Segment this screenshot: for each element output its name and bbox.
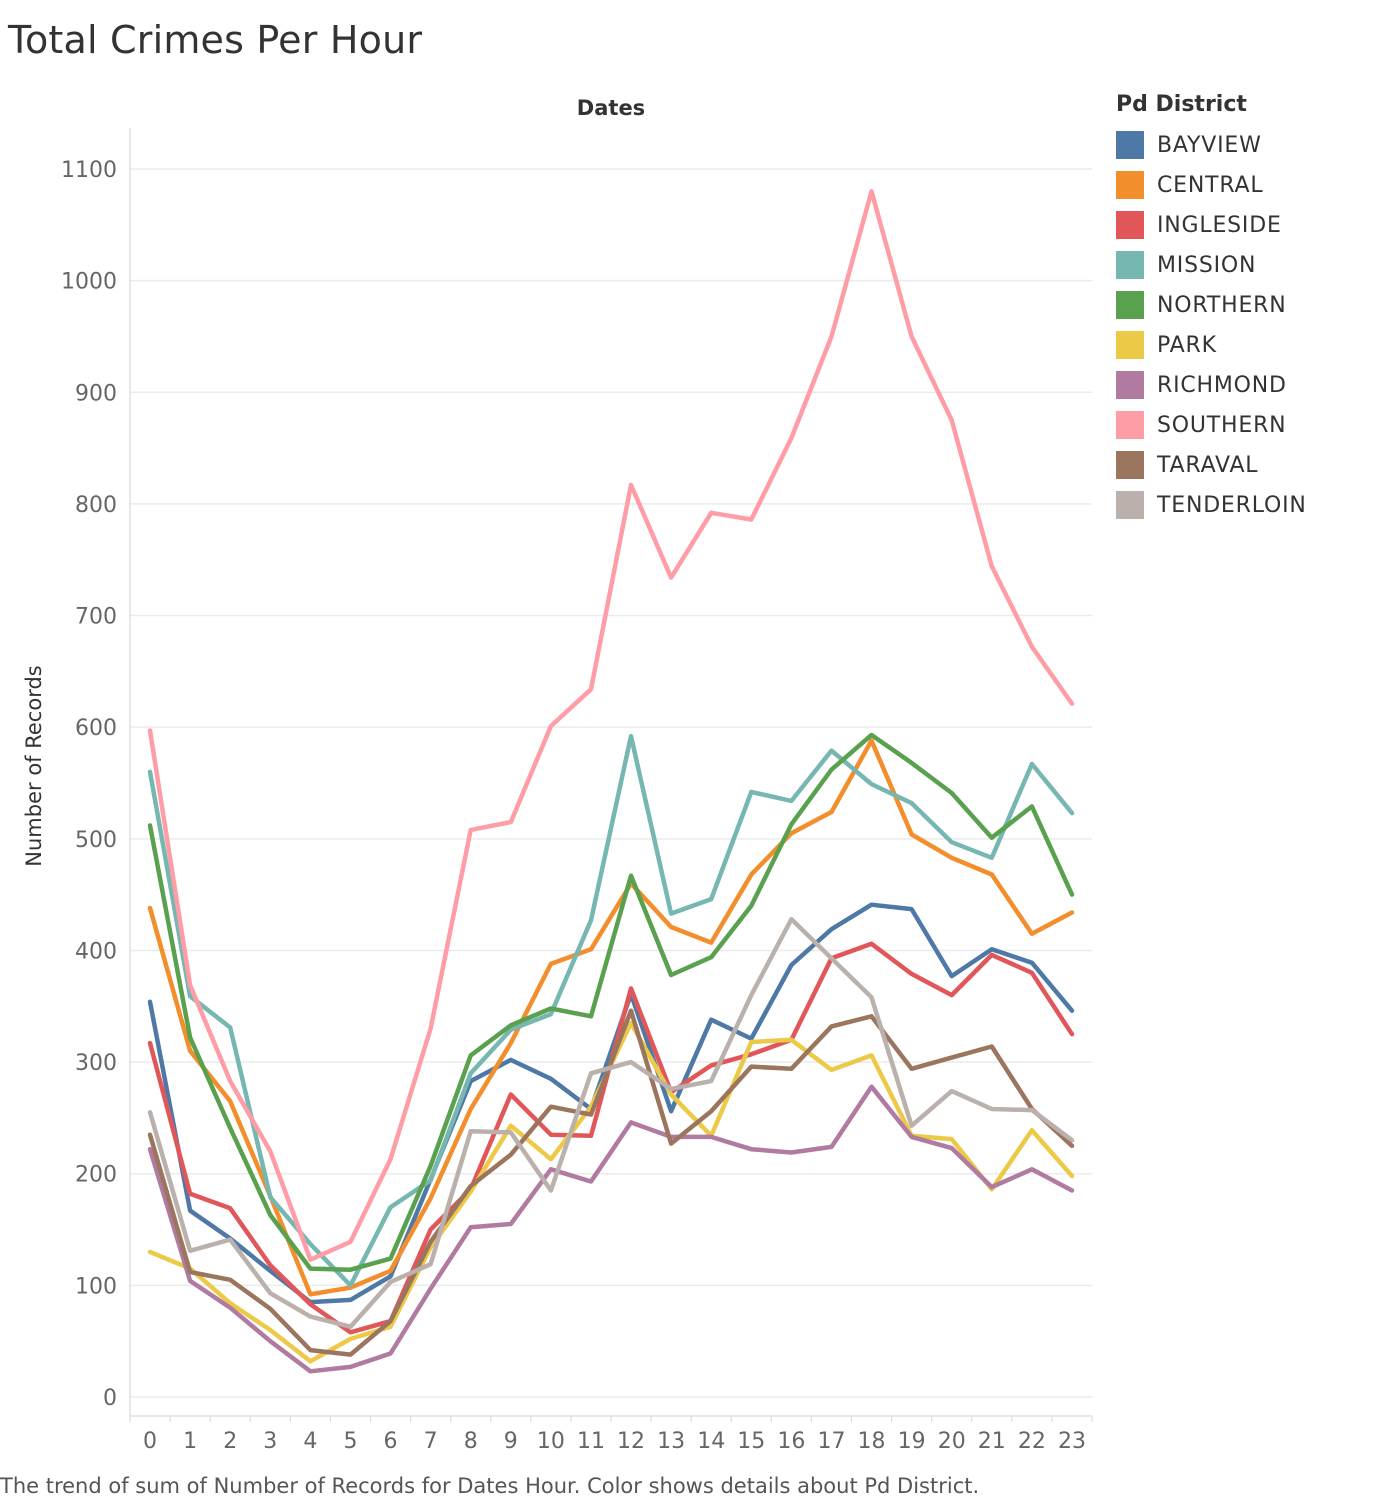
x-tick-label: 23 <box>1058 1429 1086 1454</box>
legend-item-tenderloin[interactable]: TENDERLOIN <box>1116 485 1386 525</box>
legend-label: PARK <box>1157 332 1217 358</box>
y-tick-label: 500 <box>75 828 117 853</box>
x-tick-label: 16 <box>777 1429 805 1454</box>
x-tick-label: 2 <box>223 1429 237 1454</box>
legend-label: NORTHERN <box>1157 292 1287 318</box>
y-axis-label: Number of Records <box>22 665 46 866</box>
x-tick-label: 5 <box>343 1429 357 1454</box>
legend-swatch <box>1116 211 1144 239</box>
legend-label: RICHMOND <box>1157 372 1287 398</box>
x-tick-label: 3 <box>263 1429 277 1454</box>
series-line-central <box>147 738 1075 1297</box>
legend-swatch <box>1116 411 1144 439</box>
x-tick-label: 14 <box>697 1429 725 1454</box>
y-tick-label: 100 <box>75 1274 117 1299</box>
legend-swatch <box>1116 491 1144 519</box>
legend-swatch <box>1116 251 1144 279</box>
series-line-tenderloin <box>147 916 1075 1329</box>
y-tick-label: 200 <box>75 1163 117 1188</box>
legend-label: SOUTHERN <box>1157 412 1287 438</box>
x-tick-label: 19 <box>898 1429 926 1454</box>
series-line-park <box>147 1020 1075 1364</box>
legend-label: TARAVAL <box>1157 452 1259 478</box>
legend-item-mission[interactable]: MISSION <box>1116 245 1386 285</box>
legend: Pd District BAYVIEW CENTRAL INGLESIDE MISSI… <box>1116 92 1386 525</box>
legend-item-richmond[interactable]: RICHMOND <box>1116 365 1386 405</box>
legend-label: BAYVIEW <box>1157 132 1262 158</box>
x-tick-label: 10 <box>537 1429 565 1454</box>
chart-caption: The trend of sum of Number of Records fo… <box>0 1474 980 1498</box>
chart-title: Total Crimes Per Hour <box>8 18 423 62</box>
x-tick-label: 20 <box>938 1429 966 1454</box>
x-tick-label: 0 <box>143 1429 157 1454</box>
legend-items: BAYVIEW CENTRAL INGLESIDE MISSION NORTHERN PA… <box>1116 125 1386 525</box>
x-tick-label: 6 <box>384 1429 398 1454</box>
legend-swatch <box>1116 371 1144 399</box>
x-tick-label: 15 <box>737 1429 765 1454</box>
x-tick-label: 4 <box>303 1429 317 1454</box>
legend-label: MISSION <box>1157 252 1257 278</box>
x-tick-label: 21 <box>978 1429 1006 1454</box>
y-tick-label: 800 <box>75 493 117 518</box>
legend-item-ingleside[interactable]: INGLESIDE <box>1116 205 1386 245</box>
y-tick-label: 1100 <box>61 158 117 183</box>
legend-swatch <box>1116 131 1144 159</box>
series-line-southern <box>147 189 1075 1262</box>
y-tick-label: 900 <box>75 381 117 406</box>
legend-item-northern[interactable]: NORTHERN <box>1116 285 1386 325</box>
x-tick-label: 8 <box>464 1429 478 1454</box>
series-line-richmond <box>147 1084 1075 1374</box>
y-tick-label: 600 <box>75 716 117 741</box>
legend-label: TENDERLOIN <box>1157 492 1307 518</box>
series-line-northern <box>147 732 1075 1272</box>
legend-swatch <box>1116 331 1144 359</box>
x-tick-label: 7 <box>424 1429 438 1454</box>
legend-label: CENTRAL <box>1157 172 1264 198</box>
y-tick-label: 400 <box>75 939 117 964</box>
x-tick-label: 12 <box>617 1429 645 1454</box>
x-tick-label: 17 <box>817 1429 845 1454</box>
legend-item-park[interactable]: PARK <box>1116 325 1386 365</box>
legend-item-taraval[interactable]: TARAVAL <box>1116 445 1386 485</box>
y-tick-label: 700 <box>75 605 117 630</box>
x-tick-label: 9 <box>504 1429 518 1454</box>
legend-title: Pd District <box>1116 92 1247 117</box>
legend-item-central[interactable]: CENTRAL <box>1116 165 1386 205</box>
y-tick-label: 1000 <box>61 270 117 295</box>
legend-swatch <box>1116 291 1144 319</box>
x-axis-header: Dates <box>577 96 645 120</box>
legend-item-southern[interactable]: SOUTHERN <box>1116 405 1386 445</box>
x-tick-label: 22 <box>1018 1429 1046 1454</box>
x-tick-label: 18 <box>858 1429 886 1454</box>
series-line-taraval <box>147 1008 1075 1357</box>
y-tick-label: 300 <box>75 1051 117 1076</box>
legend-item-bayview[interactable]: BAYVIEW <box>1116 125 1386 165</box>
x-tick-label: 1 <box>183 1429 197 1454</box>
legend-label: INGLESIDE <box>1157 212 1282 238</box>
legend-swatch <box>1116 171 1144 199</box>
x-tick-label: 11 <box>577 1429 605 1454</box>
legend-swatch <box>1116 451 1144 479</box>
x-tick-label: 13 <box>657 1429 685 1454</box>
y-tick-label: 0 <box>103 1386 117 1411</box>
